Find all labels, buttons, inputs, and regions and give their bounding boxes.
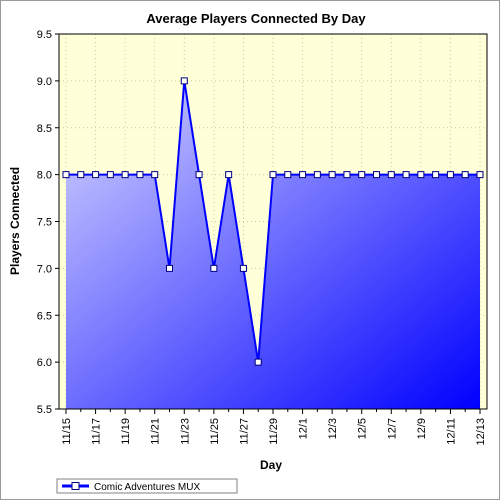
- y-tick-label: 8.0: [37, 170, 52, 182]
- y-tick-label: 6.0: [37, 357, 52, 369]
- data-point-marker: [284, 171, 292, 179]
- y-tick-label: 8.5: [37, 123, 52, 135]
- data-point-marker: [77, 171, 85, 179]
- x-tick-label: 12/11: [445, 418, 457, 445]
- data-point-marker: [106, 171, 114, 179]
- y-tick-label: 7.0: [37, 263, 52, 275]
- series-area: [66, 80, 480, 409]
- data-point-marker: [417, 171, 425, 179]
- data-point-marker: [461, 171, 469, 179]
- data-point-marker: [151, 171, 159, 179]
- data-point-marker: [225, 171, 233, 179]
- y-tick-label: 9.5: [37, 29, 52, 41]
- data-point-marker: [432, 171, 440, 179]
- x-tick-label: 11/19: [120, 418, 132, 445]
- data-point-marker: [195, 171, 203, 179]
- data-point-marker: [210, 264, 218, 272]
- data-point-marker: [313, 171, 321, 179]
- x-tick-label: 11/23: [179, 418, 191, 445]
- y-tick-label: 6.5: [37, 310, 52, 322]
- data-point-marker: [121, 171, 129, 179]
- x-axis-title: Day: [260, 458, 282, 472]
- data-point-marker: [269, 171, 277, 179]
- x-tick-label: 11/25: [209, 418, 221, 445]
- x-tick-label: 11/15: [61, 418, 73, 445]
- x-tick-label: 12/5: [357, 418, 369, 439]
- data-point-marker: [136, 171, 144, 179]
- data-point-marker: [239, 264, 247, 272]
- data-point-marker: [180, 77, 188, 85]
- data-point-marker: [62, 171, 70, 179]
- y-tick-label: 5.5: [37, 404, 52, 416]
- x-tick-label: 11/17: [91, 418, 103, 445]
- x-axis-ticks: 11/15 11/17 11/19 11/21 11/23 11/25 11/27 11/29…: [61, 409, 487, 446]
- data-point-marker: [166, 264, 173, 272]
- data-point-marker: [387, 171, 395, 179]
- legend-marker-swatch: [71, 482, 80, 490]
- data-point-marker: [446, 171, 454, 179]
- legend-box: [56, 478, 238, 494]
- data-point-marker: [476, 171, 484, 179]
- data-point-marker: [328, 171, 336, 179]
- y-axis-ticks: 5.5 6.0 6.5 7.0 7.5 8.0 8.5 9.0 9.5: [37, 29, 59, 416]
- series-markers: [62, 77, 484, 366]
- data-point-marker: [358, 171, 366, 179]
- x-tick-label: 12/7: [386, 418, 398, 439]
- data-point-marker: [373, 171, 380, 179]
- y-tick-label: 9.0: [37, 76, 52, 88]
- legend-entry-label: Comic Adventures MUX: [94, 482, 200, 493]
- x-tick-label: 12/13: [475, 418, 487, 446]
- data-point-marker: [299, 171, 307, 179]
- x-tick-label: 12/1: [298, 418, 310, 439]
- x-tick-label: 12/9: [416, 418, 428, 439]
- x-tick-label: 11/27: [238, 418, 250, 445]
- chart-title: Average Players Connected By Day: [146, 11, 366, 26]
- data-point-marker: [254, 358, 262, 366]
- x-tick-label: 11/29: [268, 418, 280, 445]
- y-axis-title: Players Connected: [8, 167, 22, 275]
- data-point-marker: [402, 171, 410, 179]
- data-point-marker: [92, 171, 100, 179]
- legend: Comic Adventures MUX: [56, 478, 238, 494]
- y-tick-label: 7.5: [37, 217, 52, 229]
- x-tick-label: 12/3: [327, 418, 339, 439]
- x-tick-label: 11/21: [150, 418, 162, 445]
- data-point-marker: [343, 171, 351, 179]
